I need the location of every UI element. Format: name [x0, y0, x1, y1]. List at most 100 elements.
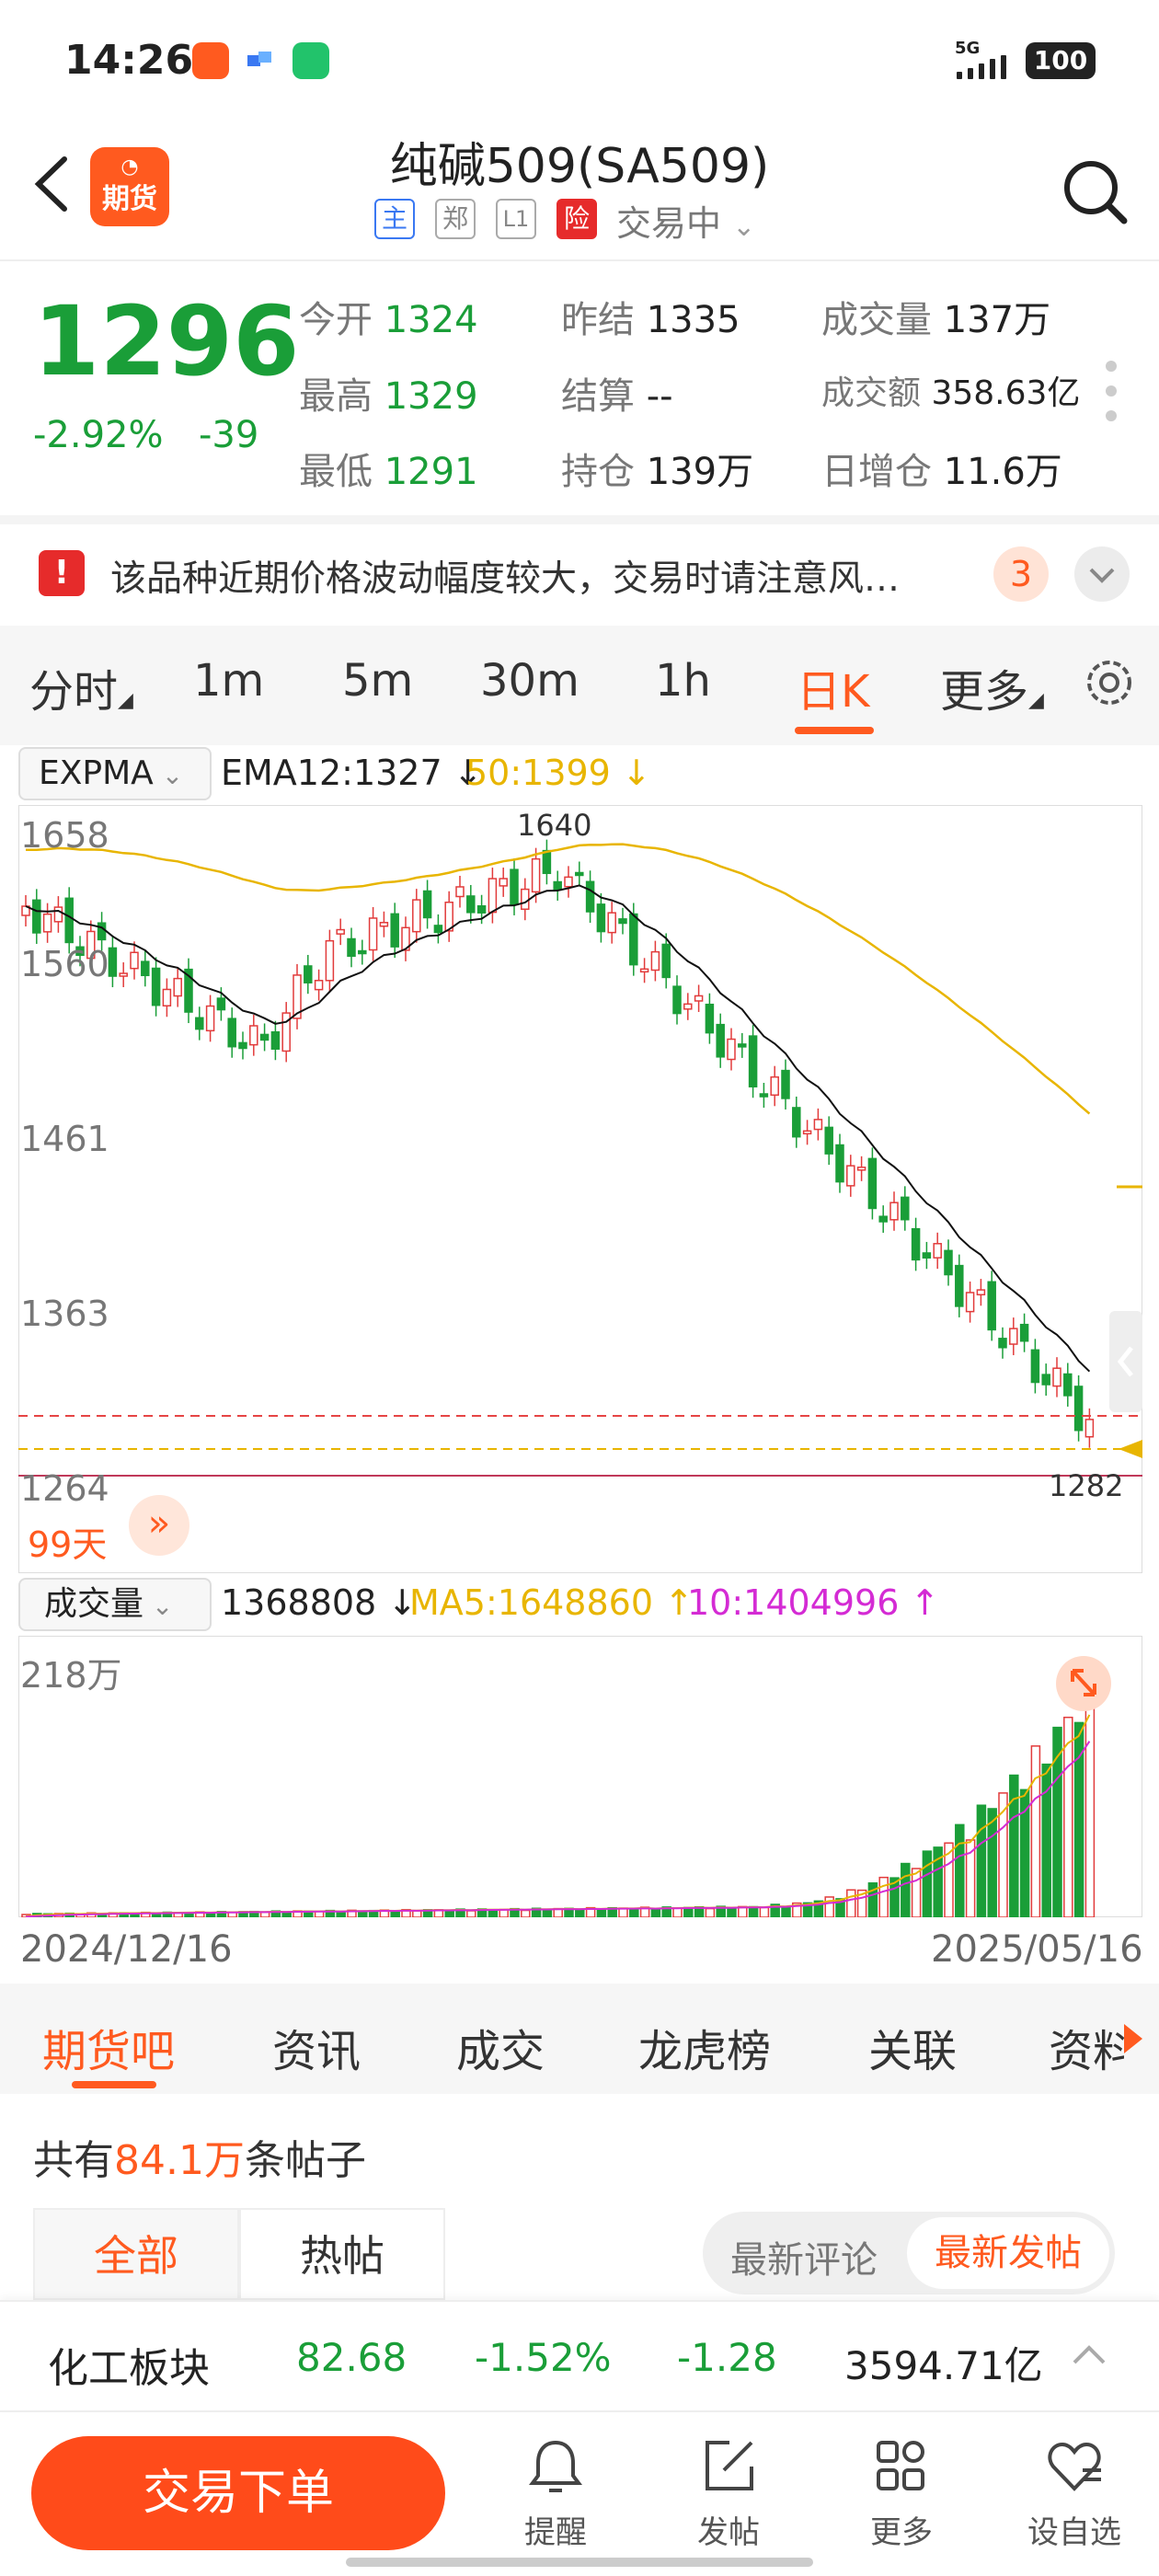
volume-bar — [390, 1910, 400, 1917]
volume-bar — [998, 1792, 1008, 1917]
sector-bar[interactable] — [0, 2300, 1159, 2412]
tab-top-list[interactable]: 龙虎榜 — [638, 2026, 772, 2077]
candle-body — [32, 899, 41, 934]
axis-label-1264: 1264 — [20, 1468, 109, 1509]
candle-body — [694, 995, 704, 1002]
kline-chart[interactable] — [18, 805, 1142, 1573]
tab-trades[interactable]: 成交 — [456, 2026, 545, 2077]
candle-body — [401, 926, 410, 951]
candle-body — [542, 849, 552, 875]
nav-reminder[interactable]: 提醒 — [500, 2433, 611, 2552]
end-date: 2025/05/16 — [931, 1928, 1143, 1971]
fast-forward-icon[interactable]: » — [129, 1495, 189, 1556]
candle-body — [227, 1018, 236, 1048]
tab-related[interactable]: 关联 — [868, 2026, 958, 2077]
change-pct: -2.92% — [33, 414, 164, 456]
candle-body — [108, 947, 118, 977]
quote-volume: 成交量 137万 — [821, 299, 1051, 341]
filter-hot[interactable]: 热帖 — [239, 2208, 445, 2300]
nav-more[interactable]: 更多 — [846, 2433, 957, 2552]
candle-body — [162, 988, 172, 1007]
candle-body — [781, 1069, 790, 1099]
trade-order-button[interactable]: 交易下单 — [31, 2436, 445, 2550]
tab-1h[interactable]: 1h — [655, 655, 711, 707]
axis-label-1461: 1461 — [20, 1119, 109, 1159]
volume-bar — [716, 1905, 726, 1917]
period-tab-bar — [0, 626, 1159, 745]
volume-chart[interactable] — [18, 1636, 1142, 1917]
candle-body — [965, 1292, 975, 1313]
filter-all[interactable]: 全部 — [33, 2208, 239, 2300]
tab-timeshare[interactable]: 分时◢ — [29, 666, 133, 718]
candle-body — [151, 967, 161, 1006]
notice-text: 该品种近期价格波动幅度较大，交易时请注意风… — [110, 558, 901, 600]
volume-bar — [727, 1907, 737, 1917]
candle-body — [184, 968, 193, 1013]
status-bar: 14:26 5G 100 — [0, 0, 1159, 120]
volume-bar — [1073, 1721, 1084, 1917]
expand-notice-icon[interactable] — [1074, 546, 1130, 602]
candle-body — [390, 913, 399, 948]
nav-add-favorite[interactable]: 设自选 — [1019, 2433, 1130, 2552]
tab-futures-forum[interactable]: 期货吧 — [42, 2026, 176, 2077]
candle-body — [759, 1093, 769, 1098]
volume-bar — [1063, 1716, 1073, 1917]
chevron-down-icon: ⌄ — [143, 1591, 174, 1621]
tab-scroll-arrow-icon[interactable] — [1124, 2024, 1142, 2053]
candle-body — [922, 1252, 932, 1259]
volume-bar — [856, 1889, 867, 1917]
trade-status[interactable]: 交易中 ⌄ — [616, 195, 755, 246]
candle-body — [867, 1157, 878, 1210]
divider — [0, 259, 1159, 261]
more-vertical-icon[interactable] — [1104, 359, 1119, 423]
candle-body — [878, 1215, 888, 1223]
candle-body — [683, 1003, 693, 1010]
candle-body — [987, 1281, 996, 1331]
quote-settle: 结算 -- — [561, 375, 673, 418]
candle-body — [281, 1012, 291, 1052]
candle-body — [933, 1243, 942, 1259]
settings-gear-icon[interactable] — [1082, 655, 1137, 710]
tab-profile[interactable]: 资料 — [1049, 2026, 1124, 2074]
candle-body — [998, 1338, 1007, 1349]
volume-bar — [1052, 1726, 1062, 1917]
candle-body — [249, 1025, 258, 1046]
candle-body — [358, 949, 367, 955]
candle-body — [955, 1264, 964, 1307]
sort-latest-post[interactable]: 最新发帖 — [907, 2217, 1109, 2289]
candle-body — [75, 946, 85, 957]
candle-body — [141, 960, 150, 977]
chevron-up-icon[interactable] — [1069, 2340, 1109, 2368]
search-icon[interactable] — [1058, 155, 1131, 228]
candle-body — [596, 903, 606, 933]
tag-risk[interactable]: 险 — [557, 199, 597, 239]
candle-body — [97, 922, 107, 941]
candle-body — [293, 974, 302, 1019]
candle-body — [824, 1126, 833, 1155]
candle-body — [1009, 1328, 1018, 1345]
volume-ma5: MA5:1648860 ↑ — [409, 1582, 694, 1623]
tab-1m[interactable]: 1m — [193, 655, 265, 707]
candle-body — [455, 886, 465, 898]
tab-more[interactable]: 更多◢ — [940, 666, 1044, 718]
tab-5m[interactable]: 5m — [342, 655, 414, 707]
volume-bar — [976, 1804, 987, 1917]
tab-daily-k[interactable]: 日K — [797, 666, 870, 718]
volume-bar — [901, 1862, 911, 1917]
candle-body — [1073, 1386, 1084, 1432]
candle-body — [813, 1119, 823, 1131]
candle-body — [650, 950, 660, 972]
sort-latest-comment[interactable]: 最新评论 — [730, 2239, 878, 2282]
volume-selector[interactable]: 成交量 ⌄ — [18, 1578, 212, 1631]
volume-bar — [466, 1910, 476, 1917]
candle-body — [53, 906, 63, 923]
tab-30m[interactable]: 30m — [480, 655, 580, 707]
nav-post[interactable]: 发帖 — [673, 2433, 784, 2552]
indicator-selector[interactable]: EXPMA ⌄ — [18, 747, 212, 800]
volume-bar — [987, 1808, 997, 1917]
candle-body — [618, 918, 627, 925]
tab-news[interactable]: 资讯 — [272, 2026, 361, 2077]
contract-title: 纯碱509(SA509) — [389, 139, 770, 194]
back-icon[interactable] — [29, 152, 75, 216]
volume-max-label: 218万 — [20, 1655, 122, 1696]
